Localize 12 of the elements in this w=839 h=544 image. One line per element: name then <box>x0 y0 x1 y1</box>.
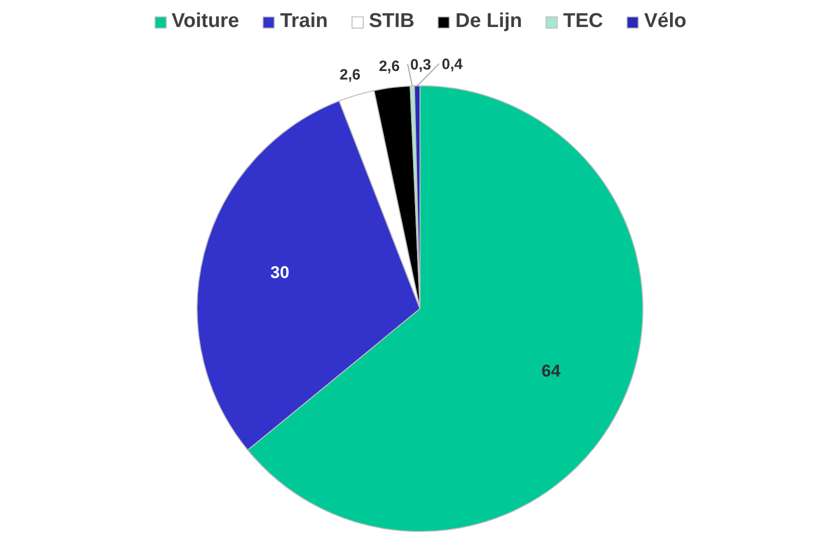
legend-label: De Lijn <box>455 10 522 33</box>
legend-label: Vélo <box>644 10 686 33</box>
legend-label: TEC <box>563 10 604 33</box>
legend-label: Voiture <box>172 10 240 33</box>
data-label: 64 <box>541 362 561 381</box>
data-label: 30 <box>270 262 290 282</box>
legend-label: STIB <box>368 10 414 33</box>
data-label: 0,4 <box>442 56 464 74</box>
legend-label: Train <box>280 10 328 33</box>
data-label: 0,3 <box>410 56 432 74</box>
data-label: 2,6 <box>340 66 360 84</box>
data-label: 2,6 <box>378 58 400 76</box>
